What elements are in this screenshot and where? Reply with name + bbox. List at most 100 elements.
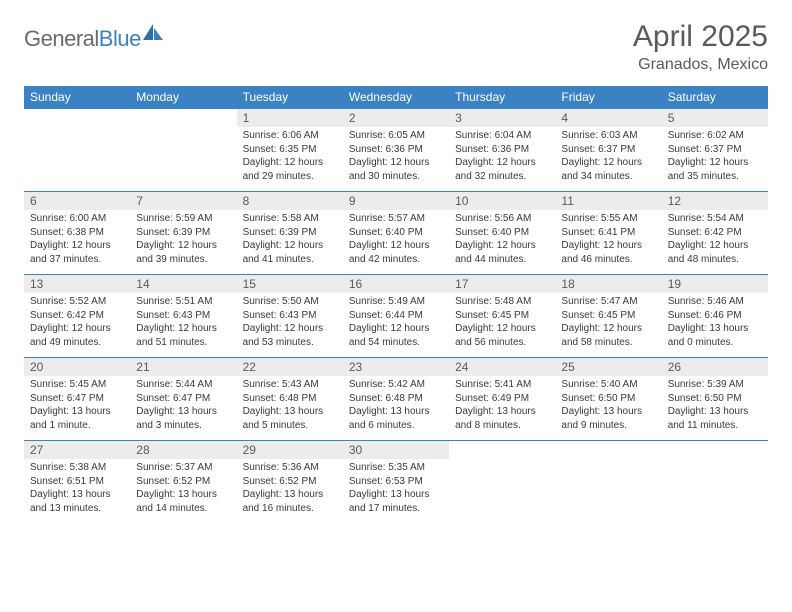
sunset-text: Sunset: 6:40 PM	[455, 226, 549, 240]
sunset-text: Sunset: 6:52 PM	[136, 475, 230, 489]
sunset-text: Sunset: 6:45 PM	[561, 309, 655, 323]
daylight-text-2: and 8 minutes.	[455, 419, 549, 433]
brand-text: GeneralBlue	[24, 26, 141, 52]
daynum-row: 20212223242526	[24, 358, 768, 377]
day-content-cell: Sunrise: 5:58 AMSunset: 6:39 PMDaylight:…	[237, 210, 343, 275]
daylight-text-2: and 48 minutes.	[668, 253, 762, 267]
daylight-text-2: and 6 minutes.	[349, 419, 443, 433]
day-number-cell: 23	[343, 358, 449, 377]
day-number-cell: 28	[130, 441, 236, 460]
sunset-text: Sunset: 6:43 PM	[243, 309, 337, 323]
daylight-text-1: Daylight: 12 hours	[668, 239, 762, 253]
sunrise-text: Sunrise: 5:41 AM	[455, 378, 549, 392]
daylight-text-2: and 16 minutes.	[243, 502, 337, 516]
day-content-cell: Sunrise: 6:04 AMSunset: 6:36 PMDaylight:…	[449, 127, 555, 192]
day-content-cell	[449, 459, 555, 523]
sunset-text: Sunset: 6:40 PM	[349, 226, 443, 240]
daylight-text-2: and 17 minutes.	[349, 502, 443, 516]
day-content-cell: Sunrise: 5:40 AMSunset: 6:50 PMDaylight:…	[555, 376, 661, 441]
daylight-text-1: Daylight: 12 hours	[349, 156, 443, 170]
daylight-text-2: and 32 minutes.	[455, 170, 549, 184]
day-content-cell: Sunrise: 6:05 AMSunset: 6:36 PMDaylight:…	[343, 127, 449, 192]
sunset-text: Sunset: 6:36 PM	[349, 143, 443, 157]
daylight-text-2: and 42 minutes.	[349, 253, 443, 267]
daylight-text-1: Daylight: 12 hours	[349, 239, 443, 253]
daylight-text-1: Daylight: 13 hours	[668, 405, 762, 419]
daylight-text-1: Daylight: 12 hours	[30, 322, 124, 336]
daylight-text-2: and 9 minutes.	[561, 419, 655, 433]
day-content-cell: Sunrise: 5:38 AMSunset: 6:51 PMDaylight:…	[24, 459, 130, 523]
day-number-cell: 27	[24, 441, 130, 460]
daylight-text-1: Daylight: 12 hours	[243, 239, 337, 253]
daylight-text-1: Daylight: 13 hours	[668, 322, 762, 336]
sunset-text: Sunset: 6:42 PM	[30, 309, 124, 323]
daylight-text-1: Daylight: 13 hours	[243, 488, 337, 502]
day-content-cell: Sunrise: 5:41 AMSunset: 6:49 PMDaylight:…	[449, 376, 555, 441]
daylight-text-1: Daylight: 13 hours	[349, 405, 443, 419]
header-right: April 2025 Granados, Mexico	[633, 20, 768, 74]
day-number-cell: 2	[343, 109, 449, 128]
sunrise-text: Sunrise: 5:56 AM	[455, 212, 549, 226]
daylight-text-2: and 44 minutes.	[455, 253, 549, 267]
day-number-cell	[662, 441, 768, 460]
day-content-cell: Sunrise: 5:51 AMSunset: 6:43 PMDaylight:…	[130, 293, 236, 358]
day-number-cell: 12	[662, 192, 768, 211]
daylight-text-2: and 58 minutes.	[561, 336, 655, 350]
day-content-cell	[130, 127, 236, 192]
sunset-text: Sunset: 6:37 PM	[561, 143, 655, 157]
daylight-text-1: Daylight: 13 hours	[30, 488, 124, 502]
day-content-cell: Sunrise: 5:42 AMSunset: 6:48 PMDaylight:…	[343, 376, 449, 441]
sunrise-text: Sunrise: 6:00 AM	[30, 212, 124, 226]
sunrise-text: Sunrise: 6:04 AM	[455, 129, 549, 143]
day-content-cell	[662, 459, 768, 523]
day-content-cell: Sunrise: 5:59 AMSunset: 6:39 PMDaylight:…	[130, 210, 236, 275]
day-content-cell: Sunrise: 5:44 AMSunset: 6:47 PMDaylight:…	[130, 376, 236, 441]
day-content-cell: Sunrise: 6:06 AMSunset: 6:35 PMDaylight:…	[237, 127, 343, 192]
day-header: Wednesday	[343, 86, 449, 109]
daylight-text-2: and 0 minutes.	[668, 336, 762, 350]
sunset-text: Sunset: 6:43 PM	[136, 309, 230, 323]
daynum-row: 12345	[24, 109, 768, 128]
content-row: Sunrise: 5:45 AMSunset: 6:47 PMDaylight:…	[24, 376, 768, 441]
daylight-text-2: and 53 minutes.	[243, 336, 337, 350]
content-row: Sunrise: 6:06 AMSunset: 6:35 PMDaylight:…	[24, 127, 768, 192]
day-number-cell: 5	[662, 109, 768, 128]
calendar-table: Sunday Monday Tuesday Wednesday Thursday…	[24, 86, 768, 523]
day-content-cell: Sunrise: 5:35 AMSunset: 6:53 PMDaylight:…	[343, 459, 449, 523]
daylight-text-2: and 34 minutes.	[561, 170, 655, 184]
day-content-cell: Sunrise: 5:56 AMSunset: 6:40 PMDaylight:…	[449, 210, 555, 275]
day-number-cell: 24	[449, 358, 555, 377]
day-number-cell: 3	[449, 109, 555, 128]
location-label: Granados, Mexico	[633, 56, 768, 74]
day-number-cell: 19	[662, 275, 768, 294]
sunset-text: Sunset: 6:50 PM	[561, 392, 655, 406]
daylight-text-2: and 49 minutes.	[30, 336, 124, 350]
daylight-text-2: and 5 minutes.	[243, 419, 337, 433]
sunrise-text: Sunrise: 6:05 AM	[349, 129, 443, 143]
day-number-cell: 15	[237, 275, 343, 294]
daylight-text-1: Daylight: 13 hours	[136, 405, 230, 419]
daylight-text-2: and 13 minutes.	[30, 502, 124, 516]
brand-logo: GeneralBlue	[24, 26, 165, 52]
sunrise-text: Sunrise: 5:58 AM	[243, 212, 337, 226]
day-number-cell: 4	[555, 109, 661, 128]
day-content-cell: Sunrise: 5:43 AMSunset: 6:48 PMDaylight:…	[237, 376, 343, 441]
sunrise-text: Sunrise: 5:46 AM	[668, 295, 762, 309]
day-header-row: Sunday Monday Tuesday Wednesday Thursday…	[24, 86, 768, 109]
daynum-row: 6789101112	[24, 192, 768, 211]
day-number-cell: 21	[130, 358, 236, 377]
calendar-page: GeneralBlue April 2025 Granados, Mexico …	[0, 0, 792, 543]
daylight-text-2: and 46 minutes.	[561, 253, 655, 267]
daylight-text-1: Daylight: 12 hours	[455, 239, 549, 253]
daylight-text-1: Daylight: 12 hours	[561, 322, 655, 336]
sunrise-text: Sunrise: 5:43 AM	[243, 378, 337, 392]
sunset-text: Sunset: 6:44 PM	[349, 309, 443, 323]
day-header: Saturday	[662, 86, 768, 109]
daylight-text-1: Daylight: 12 hours	[243, 322, 337, 336]
daylight-text-2: and 3 minutes.	[136, 419, 230, 433]
sunset-text: Sunset: 6:47 PM	[30, 392, 124, 406]
sunrise-text: Sunrise: 6:06 AM	[243, 129, 337, 143]
brand-part2: Blue	[99, 26, 141, 51]
sunset-text: Sunset: 6:37 PM	[668, 143, 762, 157]
day-number-cell: 18	[555, 275, 661, 294]
